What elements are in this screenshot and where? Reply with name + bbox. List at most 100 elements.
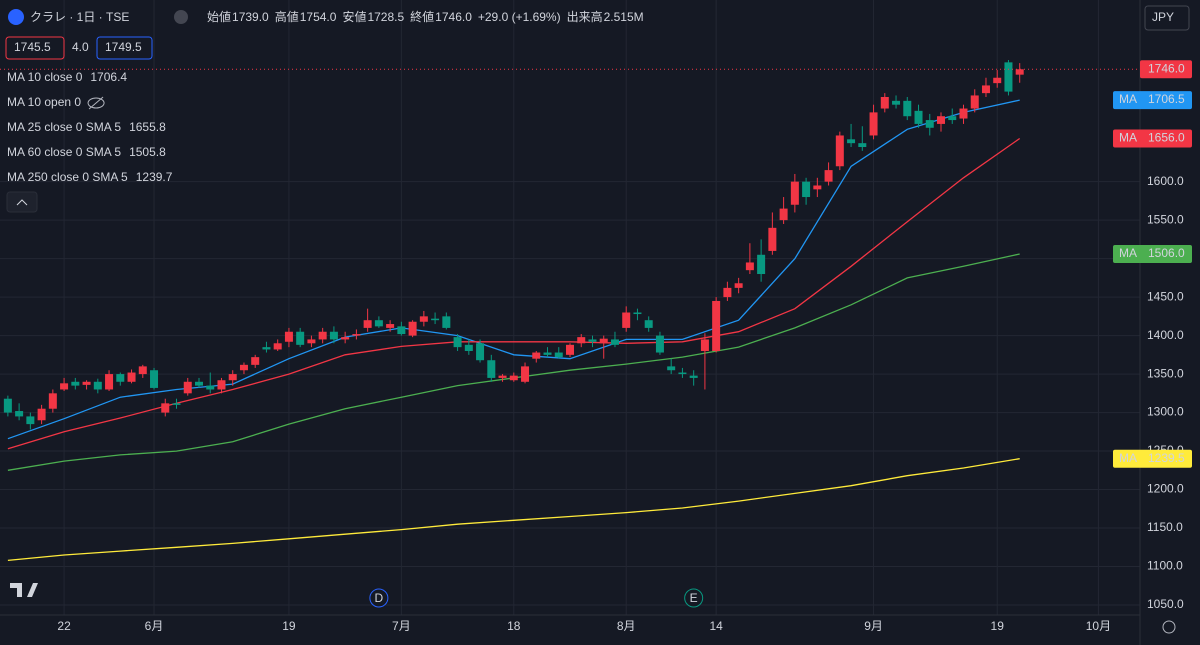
candle-body xyxy=(26,416,35,425)
candle-body xyxy=(329,331,338,340)
ma-tag xyxy=(1113,449,1192,468)
x-tick-label: 19 xyxy=(991,619,1005,633)
y-tick-label: 1350.0 xyxy=(1147,366,1184,380)
legend-name: MA 250 close 0 SMA 5 xyxy=(7,170,128,184)
candle-body xyxy=(296,331,305,345)
candle-body xyxy=(217,380,226,390)
candle-body xyxy=(419,316,428,322)
candle-body xyxy=(228,374,237,381)
ask: 1749.5 xyxy=(105,40,142,54)
ohlc-value: 1739.0 xyxy=(232,10,269,24)
change: +29.0 (+1.69%) xyxy=(478,10,561,24)
candle-body xyxy=(442,316,451,328)
candle-body xyxy=(554,352,563,358)
ma-tag xyxy=(1113,91,1192,110)
candle-body xyxy=(813,185,822,190)
candle-body xyxy=(262,347,271,350)
candle-body xyxy=(498,375,507,378)
collapse-icon xyxy=(16,199,28,206)
candle-body xyxy=(655,335,664,353)
candle-body xyxy=(824,170,833,182)
y-tick-label: 1450.0 xyxy=(1147,289,1184,303)
x-tick-label: 18 xyxy=(507,619,521,633)
legend-value: 1655.8 xyxy=(129,120,166,134)
candle-body xyxy=(734,283,743,288)
currency: JPY xyxy=(1152,10,1174,24)
candle-body xyxy=(757,254,766,275)
candle-body xyxy=(172,403,181,405)
currency-button[interactable] xyxy=(1144,5,1190,31)
candle-body xyxy=(408,321,417,336)
y-tick-label: 1200.0 xyxy=(1147,482,1184,496)
legend-value: 1706.4 xyxy=(90,70,127,84)
candle-body xyxy=(116,374,125,382)
candle-body xyxy=(667,366,676,371)
collapse-button[interactable] xyxy=(6,191,38,213)
settings-icon[interactable] xyxy=(1162,620,1176,634)
candle-body xyxy=(37,408,46,421)
legend-value: 1239.7 xyxy=(136,170,173,184)
candle-body xyxy=(678,372,687,375)
ma-tag-value: 1506.0 xyxy=(1148,246,1185,260)
ask-box[interactable] xyxy=(96,36,153,60)
candle-body xyxy=(161,403,170,413)
hidden-eye[interactable] xyxy=(87,97,105,109)
toggle[interactable] xyxy=(174,10,188,24)
y-tick-label: 1600.0 xyxy=(1147,174,1184,188)
candle-body xyxy=(745,262,754,271)
legend-name: MA 10 close 0 xyxy=(7,70,83,84)
candle-body xyxy=(779,208,788,221)
candle-body xyxy=(150,370,159,388)
ma-line xyxy=(7,99,1020,440)
bid: 1745.5 xyxy=(14,40,51,54)
y-tick-label: 1150.0 xyxy=(1147,520,1183,534)
candle-body xyxy=(431,318,440,321)
legend-value: 1505.8 xyxy=(129,145,166,159)
y-tick-label: 1050.0 xyxy=(1147,597,1184,611)
ohlc-value: 1754.0 xyxy=(300,10,337,24)
ma-tag-value: 1706.5 xyxy=(1148,92,1185,106)
candle-body xyxy=(15,411,24,417)
ma-line xyxy=(7,458,1020,562)
candle-body xyxy=(790,181,799,205)
candle-body xyxy=(869,112,878,136)
candle-body xyxy=(937,116,946,124)
candle-body xyxy=(768,227,777,251)
candle-body xyxy=(622,312,631,328)
event-marker[interactable] xyxy=(369,588,389,608)
candle-body xyxy=(700,339,709,351)
candle-body xyxy=(610,339,619,345)
ma-tag-value: 1656.0 xyxy=(1148,131,1185,145)
legend-name: MA 25 close 0 SMA 5 xyxy=(7,120,121,134)
candle-body xyxy=(487,360,496,378)
candle-body xyxy=(892,100,901,105)
candle-body xyxy=(959,108,968,119)
candle-body xyxy=(532,352,541,359)
candle-body xyxy=(521,366,530,382)
candle-body xyxy=(588,339,597,342)
bid-box[interactable] xyxy=(5,36,65,60)
candle-body xyxy=(543,352,552,355)
candle-body xyxy=(318,331,327,340)
candle-body xyxy=(993,77,1002,84)
ma-tag-name: MA xyxy=(1119,92,1137,106)
event-marker-label: E xyxy=(690,591,698,605)
candle-body xyxy=(880,96,889,109)
y-tick-label: 1100.0 xyxy=(1147,559,1183,573)
ohlc-value: 1746.0 xyxy=(435,10,472,24)
legend-name: MA 60 close 0 SMA 5 xyxy=(7,145,121,159)
x-tick-label: 6月 xyxy=(145,619,164,633)
candle-body xyxy=(847,139,856,144)
candle-body xyxy=(183,381,192,394)
candle-body xyxy=(712,300,721,351)
candle-body xyxy=(981,85,990,94)
candle-body xyxy=(206,385,215,390)
volume-label: 出来高 xyxy=(567,9,603,24)
tv-logo xyxy=(10,583,38,597)
ma-tag xyxy=(1113,129,1192,148)
candle-body xyxy=(138,366,147,375)
event-marker-label: D xyxy=(375,591,384,605)
x-tick-label: 14 xyxy=(709,619,723,633)
event-marker[interactable] xyxy=(684,588,704,608)
candle-body xyxy=(82,381,91,385)
